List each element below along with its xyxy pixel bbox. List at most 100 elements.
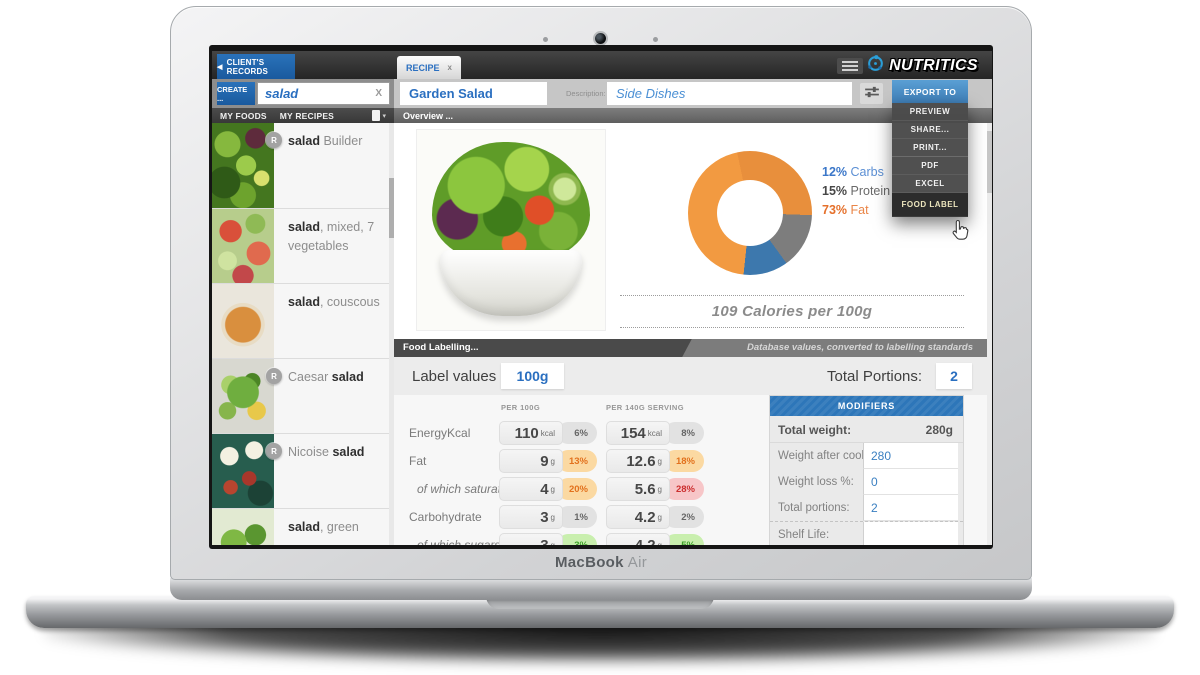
labelling-controls: Label values per 100g Total Portions: 2 [394, 357, 987, 395]
clients-records-button[interactable]: ◀ CLIENT'S RECORDS [217, 54, 295, 79]
recipe-settings-button[interactable] [860, 83, 883, 104]
menu-item-pdf[interactable]: PDF [892, 157, 968, 175]
food-photo [212, 284, 274, 358]
list-item[interactable]: R Caesar salad [212, 359, 394, 434]
menu-item-excel[interactable]: EXCEL [892, 175, 968, 193]
tab-recipe-label: RECIPE [406, 62, 440, 73]
sliders-icon [864, 85, 879, 103]
total-weight-value: 280g [925, 423, 953, 437]
menu-item-food-label[interactable]: FOOD LABEL [892, 193, 968, 217]
dv-pill: 28% [664, 478, 704, 500]
value-cell[interactable]: 12.6 g [606, 449, 670, 473]
device-label-bold: MacBook [554, 554, 624, 571]
dv-pill: 8% [664, 422, 704, 444]
dv-pill: 3% [557, 534, 597, 545]
overview-header: Overview ... [394, 108, 992, 123]
laptop-screen-shell: MacBook Air ◀ CLIENT'S RECORDS RECIPE x [170, 6, 1032, 580]
clear-search-icon[interactable]: X [375, 88, 382, 99]
tab-close-icon[interactable]: x [447, 63, 452, 72]
export-to-button[interactable]: EXPORT TO [892, 80, 968, 103]
document-icon [372, 110, 381, 121]
main-scrollbar[interactable] [987, 123, 992, 545]
menu-item-preview[interactable]: PREVIEW [892, 103, 968, 121]
legend-carbs: 12% Carbs [822, 165, 884, 179]
tab-recipe[interactable]: RECIPE x [397, 56, 461, 79]
value-cell[interactable]: 154 kcal [606, 421, 670, 445]
modifier-row: Shelf Life: [770, 521, 963, 545]
list-item[interactable]: R salad Builder [212, 123, 394, 209]
list-view-button[interactable]: ▾ [372, 110, 386, 121]
value-cell[interactable]: 5.6 g [606, 477, 670, 501]
food-photo [212, 123, 274, 208]
back-arrow-icon: ◀ [217, 63, 223, 71]
menu-item-print[interactable]: PRINT... [892, 139, 968, 157]
value-cell[interactable]: 4.2 g [606, 533, 670, 545]
column-header-per-100g: PER 100G [501, 403, 541, 412]
list-item[interactable]: R Nicoise salad [212, 434, 394, 509]
list-item-label: salad, couscous [288, 295, 380, 309]
description-label: Description: [566, 89, 606, 98]
legend-fat: 73% Fat [822, 203, 869, 217]
search-input[interactable]: salad X [257, 82, 390, 105]
brand-molecule-icon [866, 54, 885, 78]
device-label-light: Air [627, 554, 647, 571]
list-item[interactable]: salad, mixed, 7 vegetables [212, 209, 394, 284]
list-item[interactable]: salad, couscous [212, 284, 394, 359]
weight-loss-input[interactable]: 0 [863, 469, 958, 495]
list-item-label: salad, green [288, 520, 359, 534]
recipe-badge: R [266, 368, 282, 384]
macro-donut-chart [688, 151, 812, 275]
tab-my-foods[interactable]: MY FOODS [220, 110, 267, 121]
create-button[interactable]: CREATE ... [217, 82, 255, 105]
sidebar-scrollbar[interactable] [389, 123, 394, 545]
modifiers-panel: MODIFIERS Total weight: 280g Weight afte… [769, 395, 964, 545]
calories-caption-box: 109 Calories per 100g [620, 295, 964, 328]
toolbar-row: CREATE ... salad X Garden Salad Descript… [212, 79, 992, 108]
total-portions-input[interactable]: 2 [936, 363, 972, 389]
value-cell[interactable]: 110 kcal [499, 421, 563, 445]
device-label: MacBook Air [171, 554, 1031, 571]
menu-item-share[interactable]: SHARE... [892, 121, 968, 139]
food-labelling-header: Food Labelling... Database values, conve… [394, 339, 987, 357]
chart-legend: 12% Carbs 15% Protein 73% Fat [822, 165, 890, 222]
recipe-name-input[interactable]: Garden Salad [400, 82, 547, 105]
webcam [595, 33, 606, 44]
webcam-dot-right [653, 37, 658, 42]
food-labelling-title: Food Labelling... [403, 342, 479, 353]
total-portions-modifier-input[interactable]: 2 [863, 495, 958, 521]
weight-after-cooking-input[interactable]: 280 [863, 443, 958, 469]
list-item-label: salad Builder [288, 134, 363, 148]
value-cell[interactable]: 4.2 g [606, 505, 670, 529]
tab-my-recipes[interactable]: MY RECIPES [279, 110, 335, 121]
menu-icon[interactable] [837, 58, 863, 74]
shelf-life-input[interactable] [863, 522, 958, 545]
salad-greens-illustration [432, 142, 590, 266]
list-item-label: Caesar salad [288, 370, 364, 384]
recipe-badge: R [266, 132, 282, 148]
salad-bowl-illustration [439, 250, 583, 316]
modifier-row: Total portions: 2 [770, 495, 963, 521]
label-values-unit-input[interactable]: 100g [501, 363, 564, 389]
hand-cursor-icon [949, 218, 973, 244]
dv-pill: 13% [557, 450, 597, 472]
food-list-sidebar: R salad Builder salad, mixed, 7 vegetabl… [212, 123, 394, 545]
description-input[interactable]: Side Dishes [607, 82, 852, 105]
table-row: EnergyKcal 6% 110 kcal 8% 154 kcal [394, 419, 764, 447]
laptop-base [26, 596, 1174, 628]
toolbar-left: CREATE ... salad X [212, 79, 394, 108]
modifier-row: Weight loss %: 0 [770, 469, 963, 495]
main-scrollbar-thumb[interactable] [987, 131, 992, 193]
sidebar-scrollbar-thumb[interactable] [389, 178, 394, 238]
sidebar-tabs: MY FOODS MY RECIPES ▾ [212, 108, 394, 123]
list-item[interactable]: salad, green [212, 509, 394, 545]
food-photo [212, 434, 274, 508]
list-item-label: salad, mixed, 7 vegetables [288, 220, 375, 254]
